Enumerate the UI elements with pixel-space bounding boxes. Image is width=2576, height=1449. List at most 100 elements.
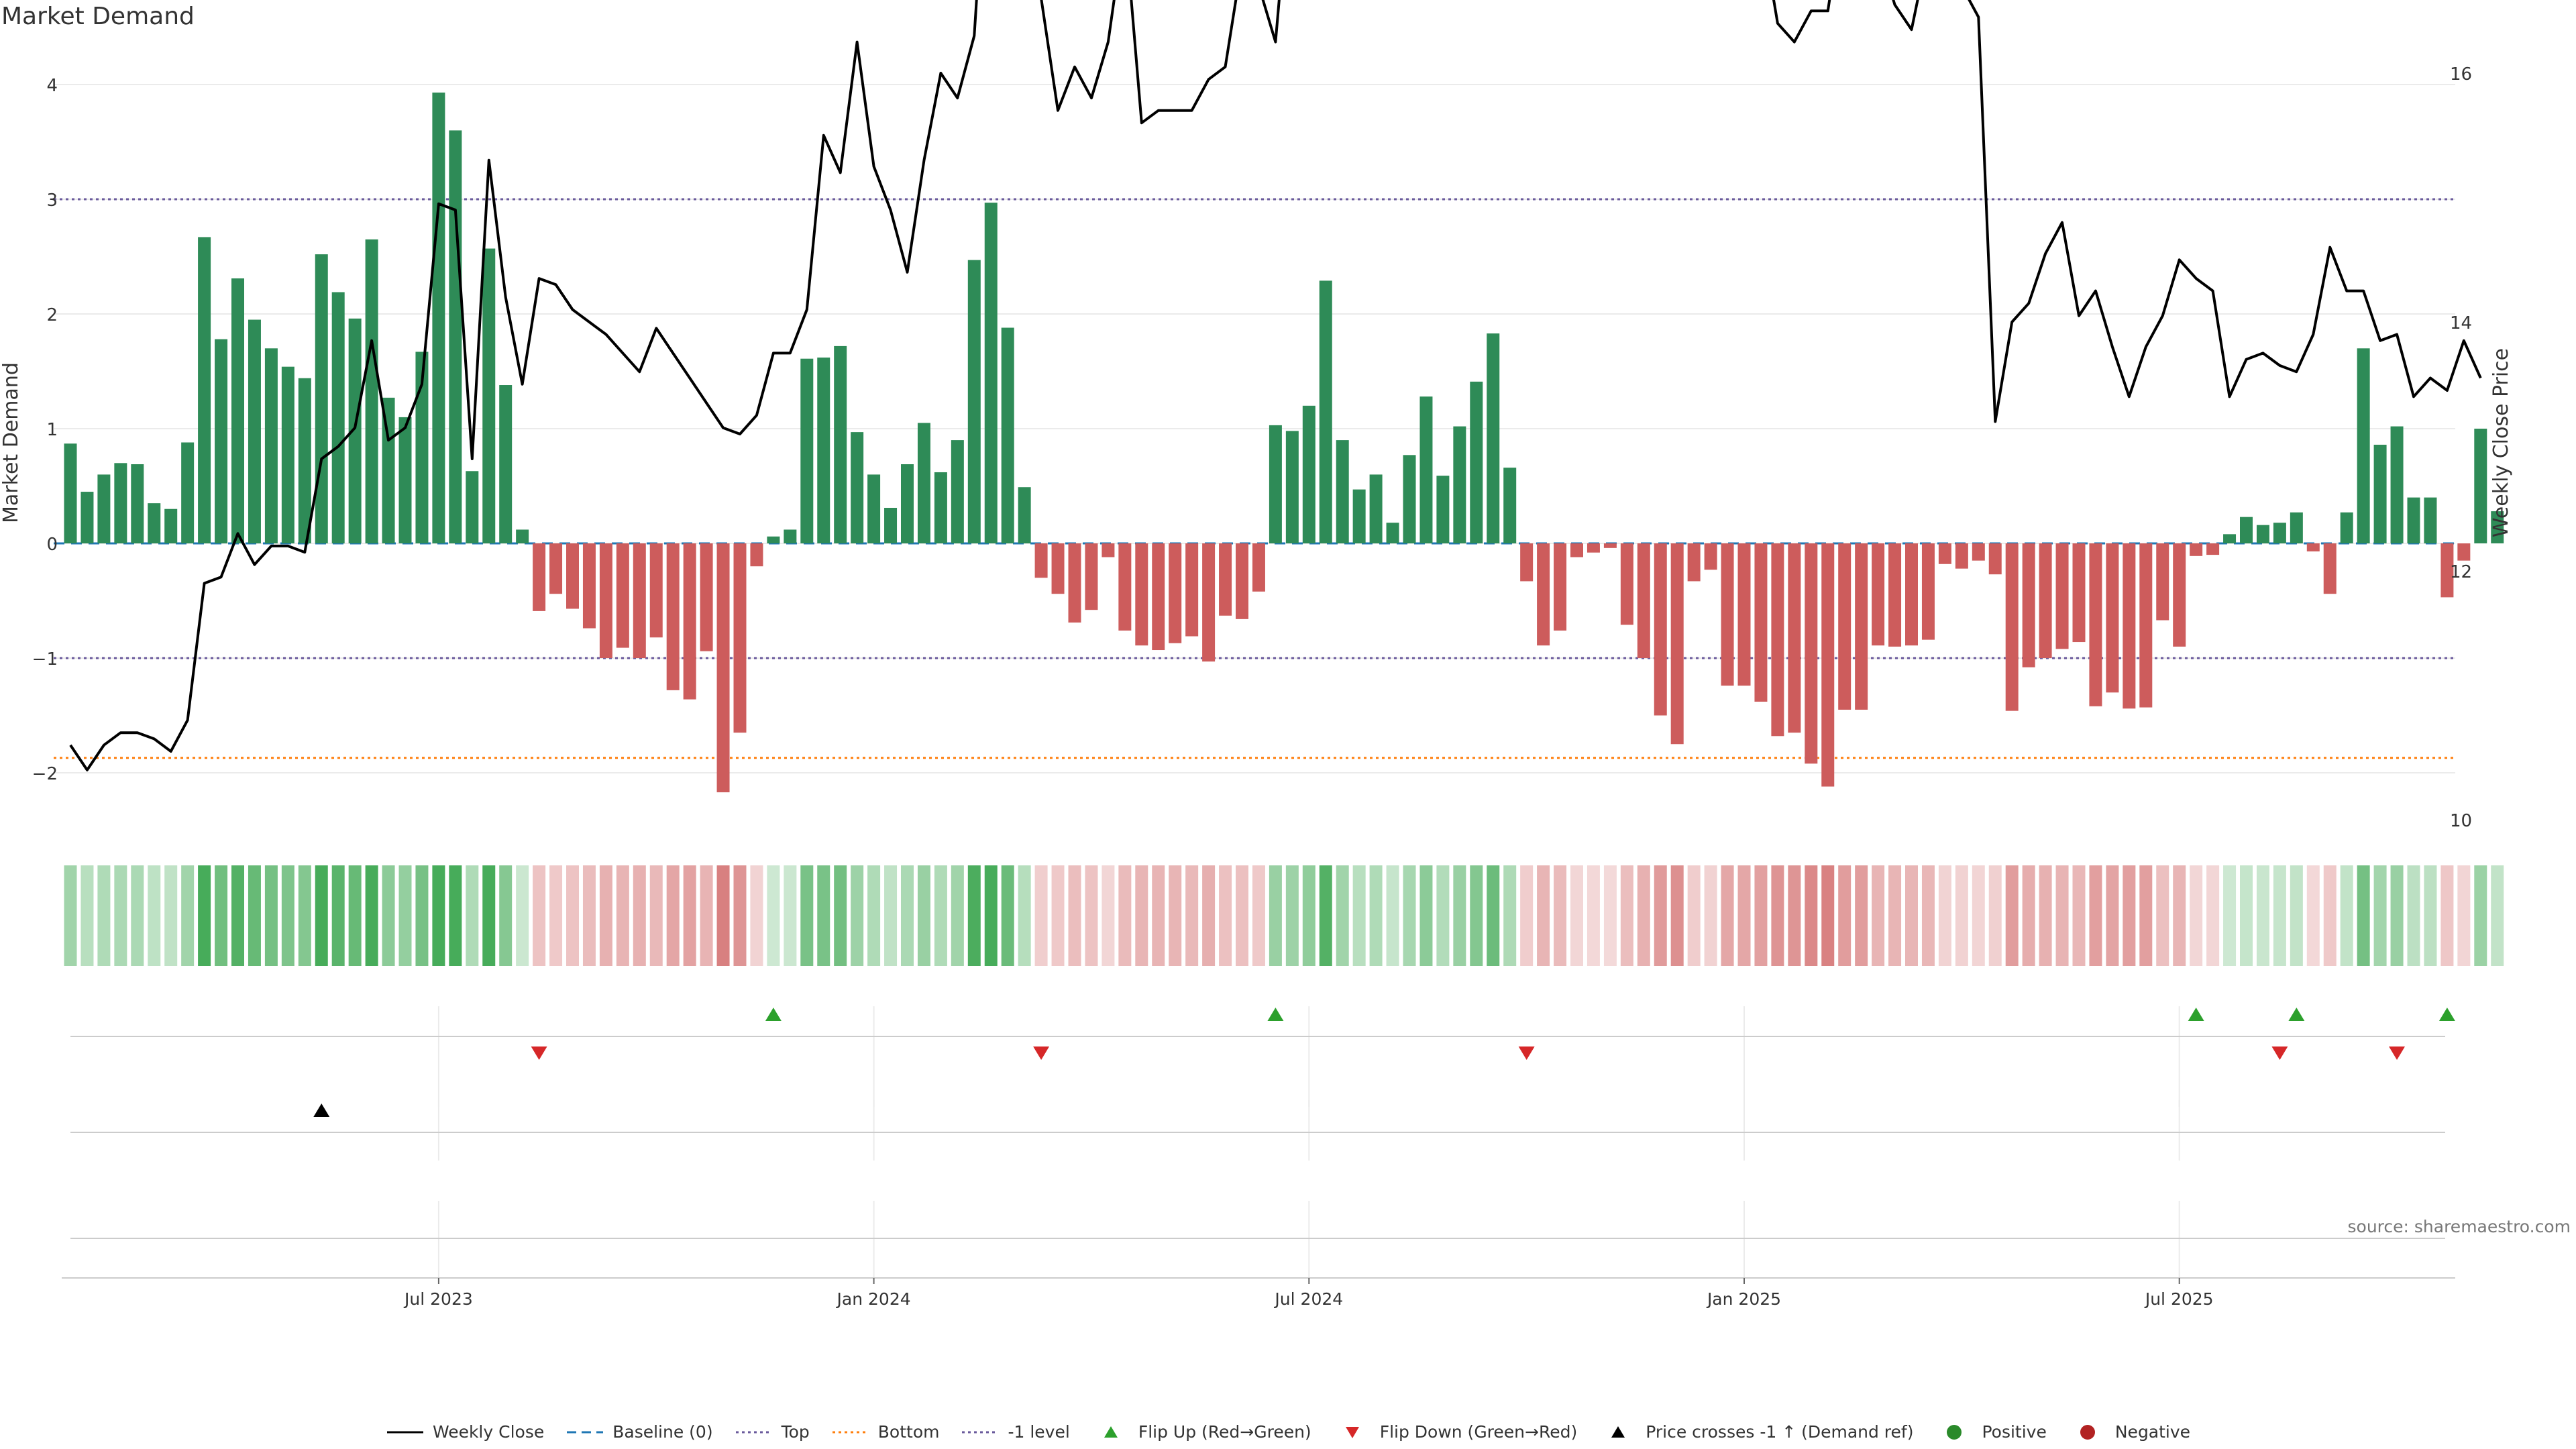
y-tick-label: −2 bbox=[32, 764, 58, 784]
heat-cell bbox=[2290, 865, 2303, 966]
heat-cell bbox=[466, 865, 479, 966]
heat-cell bbox=[248, 865, 261, 966]
demand-bar bbox=[1821, 543, 1835, 787]
legend-swatch bbox=[961, 1423, 1000, 1442]
legend-item: Flip Up (Red→Green) bbox=[1091, 1422, 1311, 1442]
demand-bar bbox=[1754, 543, 1768, 702]
demand-bar bbox=[533, 543, 546, 611]
legend-label: Baseline (0) bbox=[612, 1422, 713, 1442]
y2-tick-label: 16 bbox=[2450, 64, 2472, 85]
legend-marker bbox=[1947, 1424, 1962, 1440]
heat-cell bbox=[1855, 865, 1868, 966]
legend-swatch bbox=[1935, 1423, 1974, 1442]
legend-label: -1 level bbox=[1008, 1422, 1070, 1442]
heat-cell bbox=[649, 865, 663, 966]
demand-bar bbox=[2240, 517, 2253, 543]
x-tick-label: Jul 2024 bbox=[1273, 1289, 1343, 1309]
heat-cell bbox=[750, 865, 763, 966]
demand-bar bbox=[851, 432, 864, 543]
heat-cell bbox=[315, 865, 328, 966]
heat-cell bbox=[700, 865, 713, 966]
y-tick-label: 4 bbox=[46, 76, 58, 96]
heat-cell bbox=[834, 865, 847, 966]
legend-item: Flip Down (Green→Red) bbox=[1333, 1422, 1577, 1442]
demand-bar bbox=[867, 474, 881, 543]
demand-bar bbox=[1670, 543, 1684, 745]
heat-cell bbox=[2190, 865, 2203, 966]
demand-bar bbox=[1988, 543, 2002, 575]
heat-cell bbox=[733, 865, 747, 966]
heat-cell bbox=[1704, 865, 1717, 966]
demand-bar bbox=[148, 503, 161, 543]
heat-cell bbox=[1603, 865, 1617, 966]
demand-bar bbox=[1938, 543, 1951, 564]
heat-cell bbox=[1319, 865, 1332, 966]
demand-bar bbox=[2357, 348, 2370, 543]
heat-cell bbox=[1938, 865, 1951, 966]
legend-marker bbox=[1345, 1426, 1359, 1438]
demand-bar bbox=[1336, 440, 1349, 543]
heat-cell bbox=[1737, 865, 1751, 966]
demand-bar bbox=[348, 318, 362, 543]
demand-bar bbox=[1236, 543, 1248, 619]
heat-cell bbox=[1068, 865, 1081, 966]
heat-cell bbox=[934, 865, 947, 966]
heat-cell bbox=[1520, 865, 1534, 966]
demand-bar bbox=[264, 348, 278, 543]
demand-bar bbox=[2173, 543, 2186, 647]
heat-cell bbox=[2357, 865, 2370, 966]
heat-cell bbox=[2491, 865, 2504, 966]
heat-cell bbox=[566, 865, 579, 966]
demand-bar bbox=[1470, 381, 1483, 543]
demand-bar bbox=[2273, 523, 2286, 543]
heat-cell bbox=[432, 865, 445, 966]
heat-cell bbox=[800, 865, 814, 966]
heat-cell bbox=[97, 865, 111, 966]
heat-cell bbox=[1805, 865, 1818, 966]
heat-cell bbox=[1838, 865, 1851, 966]
demand-bar bbox=[599, 543, 612, 658]
demand-bar bbox=[432, 92, 445, 544]
demand-bar bbox=[231, 278, 244, 543]
legend-swatch bbox=[386, 1423, 425, 1442]
heat-cell bbox=[1102, 865, 1115, 966]
demand-bar bbox=[449, 130, 462, 543]
demand-bar bbox=[2106, 543, 2119, 693]
demand-bars bbox=[64, 92, 2504, 793]
demand-bar bbox=[817, 357, 830, 543]
heat-cell bbox=[666, 865, 680, 966]
demand-bar bbox=[331, 292, 345, 543]
weekly-close-line bbox=[69, 0, 2482, 771]
y-axis-right: 22201816141210 bbox=[2450, 64, 2472, 831]
legend-item: Bottom bbox=[831, 1422, 939, 1442]
flip-down-marker bbox=[2271, 1046, 2288, 1060]
demand-bar bbox=[784, 529, 797, 543]
demand-bar bbox=[1302, 405, 1316, 543]
demand-bar bbox=[1319, 280, 1332, 543]
x-axis: Jul 2023 Jan 2024 Jul 2024 Jan 2025 Jul 2025 bbox=[62, 1277, 2455, 1309]
demand-bar bbox=[1855, 543, 1868, 710]
legend-swatch bbox=[1091, 1423, 1130, 1442]
demand-bar bbox=[1737, 543, 1751, 686]
demand-bar bbox=[1185, 543, 1199, 637]
demand-bar bbox=[2373, 444, 2387, 543]
demand-bar bbox=[733, 543, 747, 733]
demand-bar bbox=[549, 543, 563, 594]
legend-marker bbox=[1104, 1426, 1118, 1438]
demand-bar bbox=[1955, 543, 1968, 569]
heat-cell bbox=[348, 865, 362, 966]
demand-bar bbox=[382, 397, 395, 543]
heat-cell bbox=[616, 865, 629, 966]
demand-bar bbox=[1620, 543, 1633, 625]
legend-item: Negative bbox=[2068, 1422, 2190, 1442]
heat-cell bbox=[1118, 865, 1132, 966]
demand-bar bbox=[114, 463, 127, 543]
heat-cell bbox=[1872, 865, 1885, 966]
flip-up-marker bbox=[2288, 1008, 2305, 1021]
heat-cell bbox=[148, 865, 161, 966]
demand-bar bbox=[64, 443, 77, 543]
demand-bar bbox=[97, 474, 111, 543]
heat-cell bbox=[1487, 865, 1500, 966]
heat-cell bbox=[967, 865, 981, 966]
legend-swatch bbox=[735, 1423, 773, 1442]
